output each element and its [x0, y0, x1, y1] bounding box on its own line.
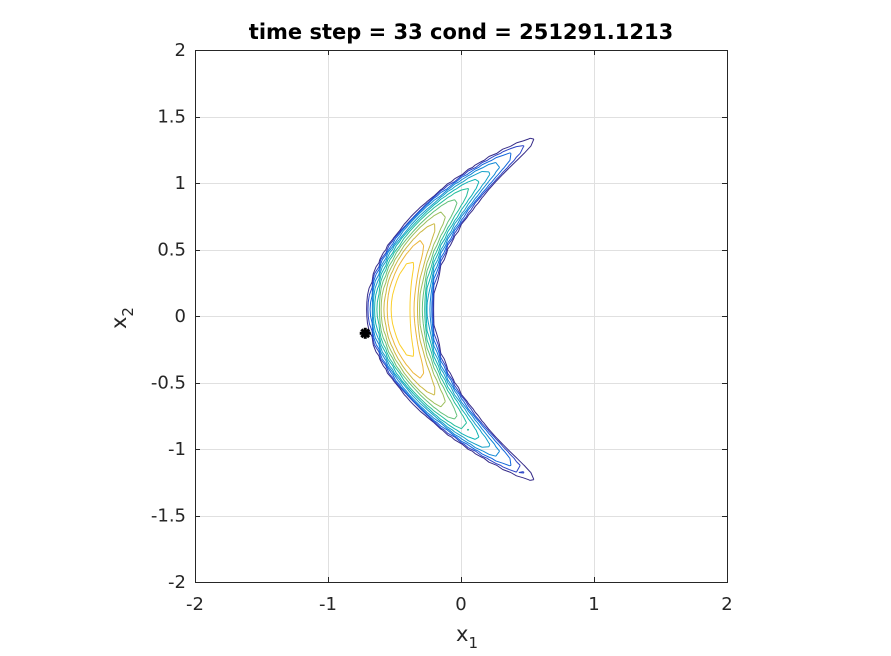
x-tick-label: 2	[721, 594, 732, 615]
x-tick-labels: -2 -1 0 1 2	[186, 594, 733, 615]
y-axis-label-subscript: 2	[119, 307, 137, 317]
x-tick-label: 1	[588, 594, 599, 615]
x-tick-label: -2	[186, 594, 204, 615]
y-tick-label: 0	[175, 306, 186, 327]
x-tick-label: -1	[319, 594, 337, 615]
current-point-marker	[359, 327, 371, 339]
y-tick-label: 0.5	[157, 240, 186, 261]
contour-level-7	[376, 187, 470, 431]
contour-level-11	[386, 240, 425, 379]
marker-layer	[359, 327, 371, 339]
contour-level-10	[383, 223, 436, 396]
contour-level-4	[371, 162, 500, 457]
y-axis-label: x2	[107, 307, 137, 329]
contour-lines	[366, 137, 535, 481]
y-tick-label: -2	[168, 572, 186, 593]
contour-level-6	[374, 178, 480, 440]
marker-stroke	[360, 328, 371, 339]
tick-marks	[195, 50, 728, 583]
y-tick-label: 1.5	[157, 107, 186, 128]
contour-level-9	[380, 211, 446, 408]
x-axis-label-subscript: 1	[468, 634, 478, 652]
contour-level-5	[372, 170, 491, 448]
y-tick-label: 1	[175, 173, 186, 194]
contour-level-12	[390, 261, 415, 357]
x-axis-label-base: x	[456, 622, 468, 646]
x-tick-label: 0	[455, 594, 466, 615]
grid-lines	[195, 50, 727, 582]
y-tick-label: -0.5	[151, 373, 186, 394]
y-tick-label: -1	[168, 439, 186, 460]
y-tick-labels: -2 -1.5 -1 -0.5 0 0.5 1 1.5 2	[151, 40, 186, 593]
x-axis-label: x1	[456, 622, 478, 652]
contour-level-2	[367, 145, 525, 474]
y-axis-label-base: x	[107, 317, 131, 329]
y-tick-label: -1.5	[151, 506, 186, 527]
chart-title: time step = 33 cond = 251291.1213	[249, 20, 673, 44]
contour-level-3	[369, 152, 512, 467]
y-tick-label: 2	[175, 40, 186, 61]
contour-level-8	[378, 199, 458, 420]
